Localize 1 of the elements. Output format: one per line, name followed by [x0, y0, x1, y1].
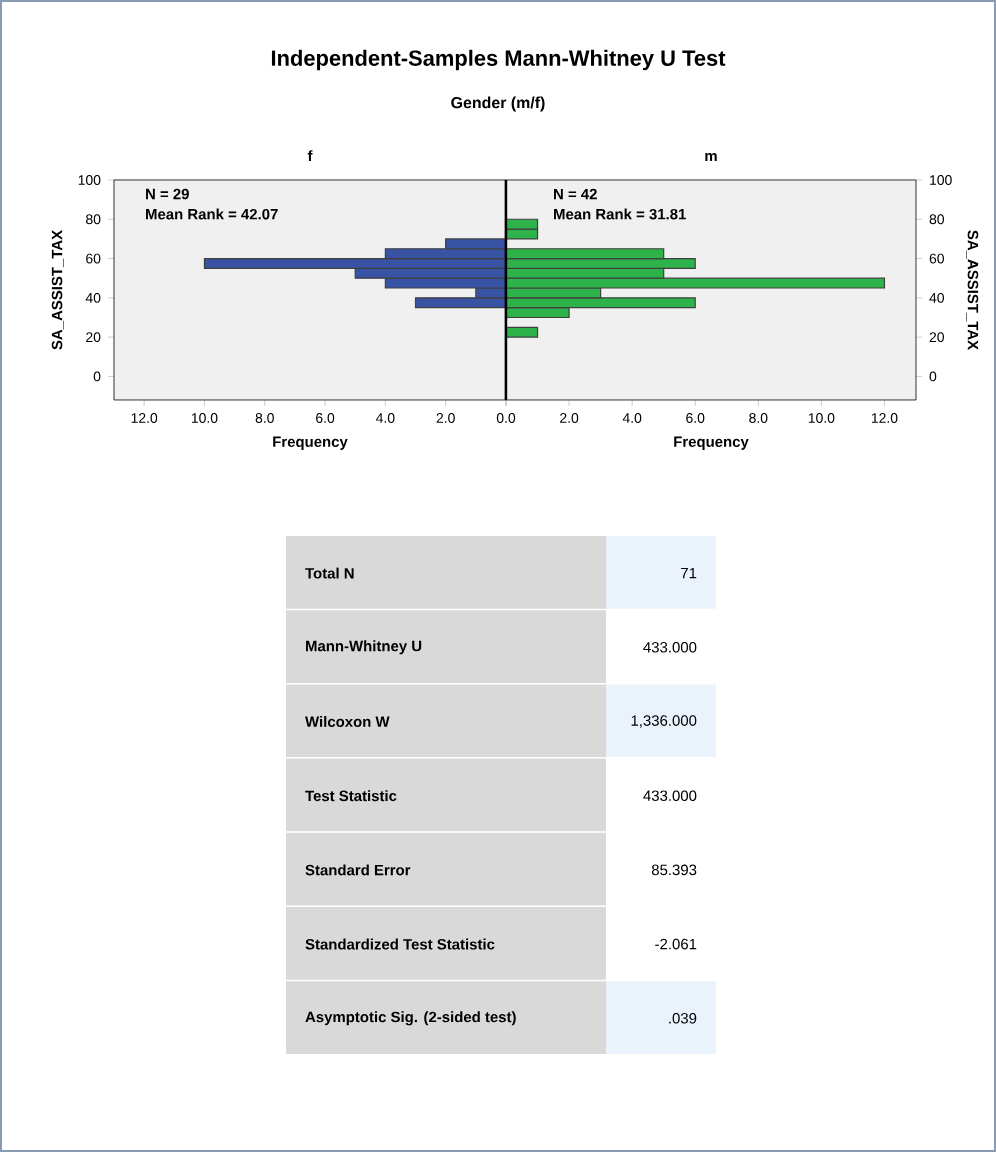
text: Independent-Samples Mann-Whitney U Test	[271, 49, 726, 71]
